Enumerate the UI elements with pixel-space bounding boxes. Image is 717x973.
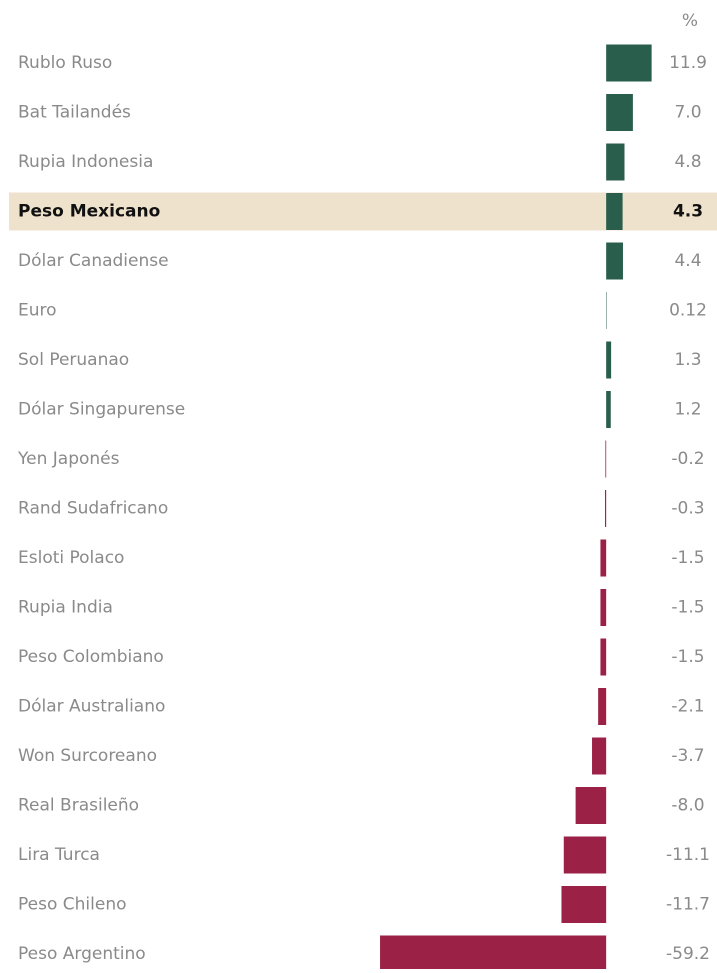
value-label: -59.2: [666, 944, 710, 964]
category-label: Peso Mexicano: [18, 202, 160, 222]
bar: [576, 787, 607, 824]
bar: [600, 639, 606, 676]
bar: [606, 243, 623, 280]
bar: [600, 589, 606, 626]
bar: [605, 490, 606, 527]
bar: [598, 688, 606, 725]
unit-label: %: [682, 11, 698, 31]
value-label: -2.1: [671, 697, 704, 717]
value-label: 7.0: [674, 103, 701, 123]
category-label: Rublo Ruso: [18, 53, 112, 73]
category-label: Rupia India: [18, 598, 113, 618]
bar: [606, 45, 651, 82]
value-label: -11.1: [666, 845, 710, 865]
category-label: Bat Tailandés: [18, 103, 131, 123]
category-label: Rupia Indonesia: [18, 152, 153, 172]
category-label: Lira Turca: [18, 845, 100, 865]
category-label: Dólar Canadiense: [18, 251, 169, 271]
bar: [606, 391, 611, 428]
value-label: -11.7: [666, 895, 710, 915]
category-label: Yen Japonés: [17, 449, 120, 469]
bar: [606, 94, 633, 131]
category-label: Esloti Polaco: [18, 548, 124, 568]
category-label: Won Surcoreano: [18, 746, 157, 766]
category-label: Peso Argentino: [18, 944, 146, 964]
value-label: 0.12: [669, 301, 707, 321]
bar: [592, 738, 606, 775]
value-label: -3.7: [671, 746, 704, 766]
value-label: -0.3: [671, 499, 704, 519]
value-label: -1.5: [671, 598, 704, 618]
category-label: Peso Colombiano: [18, 647, 164, 667]
value-label: 1.2: [674, 400, 701, 420]
value-label: 4.3: [673, 202, 703, 222]
value-label: -8.0: [671, 796, 704, 816]
value-label: 4.8: [674, 152, 701, 172]
bar: [380, 936, 606, 970]
bar: [606, 193, 622, 230]
value-label: 1.3: [674, 350, 701, 370]
value-label: -0.2: [671, 449, 704, 469]
bar: [561, 886, 606, 923]
category-label: Real Brasileño: [18, 796, 139, 816]
value-label: -1.5: [671, 647, 704, 667]
category-label: Peso Chileno: [18, 895, 127, 915]
value-label: 11.9: [669, 53, 707, 73]
bar: [606, 342, 611, 379]
category-label: Rand Sudafricano: [18, 499, 168, 519]
bar: [606, 144, 624, 181]
category-label: Dólar Singapurense: [18, 400, 185, 420]
category-label: Sol Peruanao: [18, 350, 129, 370]
value-label: -1.5: [671, 548, 704, 568]
value-label: 4.4: [674, 251, 701, 271]
category-label: Euro: [18, 301, 57, 321]
bar: [564, 837, 606, 874]
bar: [605, 441, 606, 478]
category-label: Dólar Australiano: [18, 697, 165, 717]
bar: [600, 540, 606, 577]
